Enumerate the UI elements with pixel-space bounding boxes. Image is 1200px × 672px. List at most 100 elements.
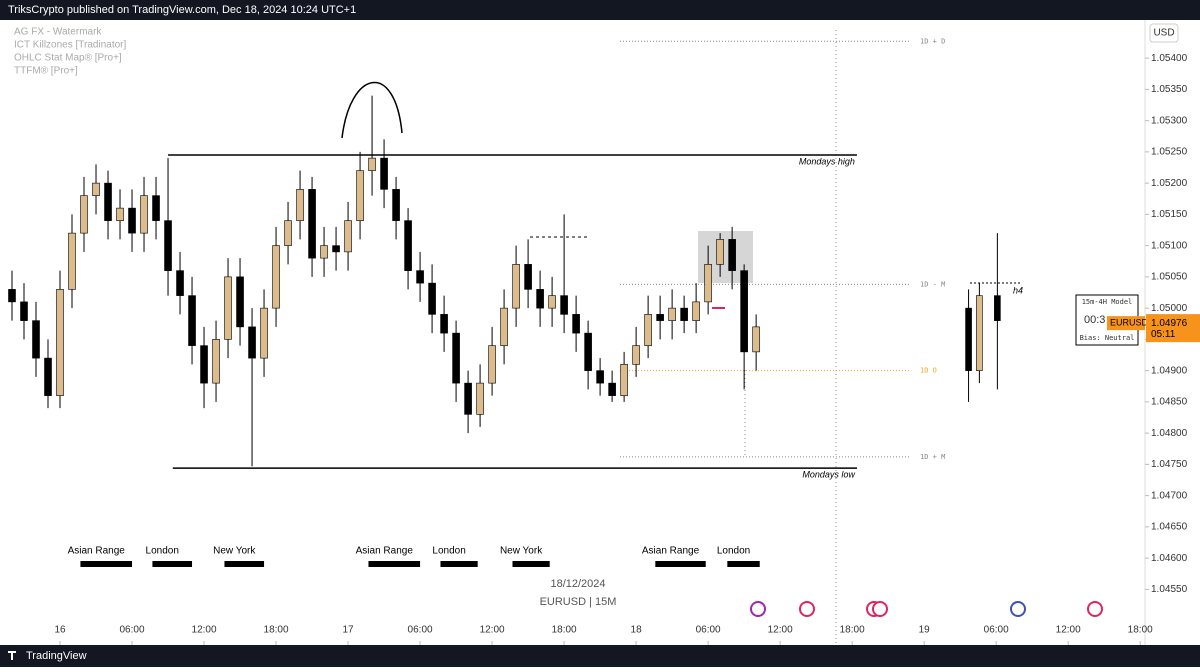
candle-body [332, 245, 340, 253]
candle-body [104, 182, 112, 221]
candle-body [92, 182, 100, 196]
candle-body [392, 189, 400, 221]
session-label: Asian Range [68, 546, 126, 557]
x-tick-label: 12:00 [768, 625, 793, 636]
candle-body [140, 195, 148, 234]
session-label: Asian Range [642, 546, 700, 557]
event-icon[interactable] [799, 601, 815, 617]
session-bar [368, 561, 421, 567]
candle-body [560, 295, 568, 315]
candle-body [320, 245, 328, 259]
publisher: TriksCrypto published on TradingView.com… [8, 4, 356, 16]
price-tag [1146, 314, 1200, 343]
y-tick-label: 1.05250 [1151, 147, 1188, 158]
candle-body [128, 207, 136, 234]
candle-body [68, 232, 76, 290]
candle-body [236, 276, 244, 328]
x-tick-label: 06:00 [984, 625, 1009, 636]
event-icon[interactable] [872, 601, 888, 617]
event-icon[interactable] [750, 601, 766, 617]
session-bar [80, 561, 133, 567]
level-label: Mondays low [802, 470, 855, 480]
candle-body [728, 239, 736, 271]
candle-body [464, 382, 472, 415]
candle-body [656, 314, 664, 321]
candle-body [488, 345, 496, 384]
daily-level-label: 1D + D [920, 37, 945, 45]
candle-body [976, 295, 983, 371]
candle-body [476, 382, 484, 415]
candle-body [368, 157, 376, 171]
candle-body [164, 220, 172, 271]
x-tick-label: 06:00 [120, 625, 145, 636]
candle-body [668, 307, 676, 321]
candle-body [284, 220, 292, 246]
candle-body [404, 220, 412, 271]
candle-body [620, 364, 628, 396]
brand-logo [8, 651, 16, 660]
candle-body [248, 326, 256, 359]
daily-level-label: 1D - M [920, 280, 945, 288]
candle-body [740, 270, 748, 353]
currency[interactable]: USD [1153, 28, 1174, 39]
session-bar [727, 561, 760, 567]
event-icon[interactable] [1087, 601, 1103, 617]
session-label: London [717, 546, 750, 557]
candle-body [80, 195, 88, 234]
candle-body [308, 189, 316, 259]
candle-body [260, 307, 268, 359]
y-tick-label: 1.05100 [1151, 240, 1188, 251]
event-icon[interactable] [1010, 601, 1026, 617]
price-tag-countdown: 05:11 [1151, 329, 1176, 340]
x-tick-label: 12:00 [1056, 625, 1081, 636]
y-tick-label: 1.05000 [1151, 303, 1188, 314]
session-bar [512, 561, 550, 567]
candle-body [440, 314, 448, 334]
candle-body [644, 314, 652, 346]
level-label: Mondays high [799, 156, 855, 166]
candle-body [524, 264, 532, 290]
candle-body [344, 220, 352, 253]
annotation-arc [341, 81, 403, 139]
candle-body [752, 326, 760, 353]
candle-body [596, 370, 604, 384]
y-tick-label: 1.04600 [1151, 553, 1188, 564]
candle-body [176, 270, 184, 296]
candle-body [548, 295, 556, 309]
x-tick-label: 18:00 [1128, 625, 1153, 636]
symbol-date: 18/12/2024 [550, 578, 605, 590]
y-tick-label: 1.05350 [1151, 84, 1188, 95]
candle-body [152, 195, 160, 221]
x-tick-label: 18:00 [264, 625, 289, 636]
session-label: New York [500, 546, 543, 557]
table-bias: Bias: Neutral [1080, 334, 1135, 342]
candle-body [416, 270, 424, 284]
symbol-tag-text: EURUSD [1110, 318, 1149, 328]
y-tick-label: 1.05150 [1151, 209, 1188, 220]
session-label: New York [213, 546, 256, 557]
candle-body [512, 264, 520, 309]
price-tag-value: 1.04976 [1151, 318, 1188, 329]
session-bar [152, 561, 193, 567]
bottom-bar [0, 645, 1200, 667]
candle-body [200, 345, 208, 384]
candle-body [428, 282, 436, 315]
currency-button[interactable] [1149, 23, 1179, 43]
x-tick-label: 18:00 [552, 625, 577, 636]
session-bar [655, 561, 706, 567]
y-tick-label: 1.05400 [1151, 53, 1188, 64]
session-bar [224, 561, 265, 567]
x-tick-label: 12:00 [192, 625, 217, 636]
daily-level-label: 1D + M [920, 453, 945, 461]
candle-body [716, 239, 724, 265]
y-tick-label: 1.05050 [1151, 272, 1188, 283]
top-bar [0, 0, 1200, 20]
candle-body [632, 345, 640, 365]
candle-body [116, 207, 124, 221]
y-tick-label: 1.04800 [1151, 428, 1188, 439]
symbol: EURUSD | 15M [540, 596, 617, 608]
x-tick-label: 18:00 [840, 625, 865, 636]
candle-body [680, 307, 688, 321]
candle-body [584, 332, 592, 371]
